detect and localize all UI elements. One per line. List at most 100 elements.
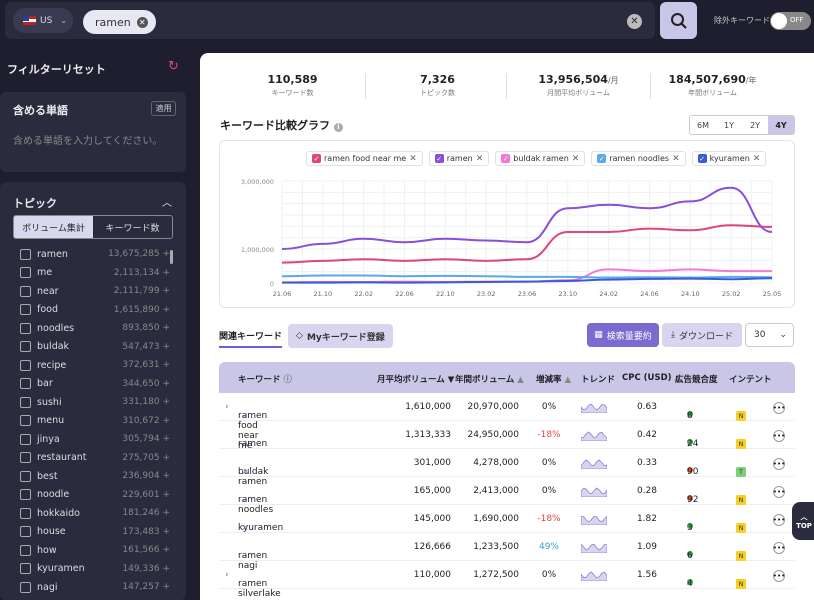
expand-icon[interactable]: › — [225, 402, 229, 412]
query-chip[interactable]: ramen ✕ — [83, 10, 156, 34]
topic-checkbox[interactable] — [20, 378, 31, 390]
range-2y[interactable]: 2Y — [750, 120, 760, 130]
topic-checkbox[interactable] — [20, 544, 31, 556]
legend-item[interactable]: ✓ ramen noodles ✕ — [591, 151, 686, 166]
more-icon[interactable]: ••• — [773, 458, 785, 470]
search-button[interactable] — [660, 2, 697, 39]
topic-checkbox[interactable] — [20, 452, 31, 464]
topic-row[interactable]: house 173,483 + — [20, 523, 170, 542]
more-icon[interactable]: ••• — [773, 570, 785, 582]
legend-item[interactable]: ✓ ramen ✕ — [428, 151, 490, 166]
topic-checkbox[interactable] — [20, 415, 31, 427]
chart-icon[interactable]: ⩘ — [242, 523, 248, 533]
seg-count[interactable]: キーワード数 — [105, 223, 160, 234]
topic-checkbox[interactable] — [20, 563, 31, 575]
topic-checkbox[interactable] — [20, 396, 31, 408]
topic-checkbox[interactable] — [20, 341, 31, 353]
topic-row[interactable]: menu 310,672 + — [20, 412, 170, 431]
chart-icon[interactable]: ⩘ — [242, 467, 248, 477]
topic-row[interactable]: nagi 147,257 + — [20, 578, 170, 597]
tab-my-keywords[interactable]: ◇ Myキーワード登録 — [288, 324, 393, 348]
topic-row[interactable]: how 161,566 + — [20, 541, 170, 560]
topic-row[interactable]: hokkaido 181,246 + — [20, 504, 170, 523]
range-4y[interactable]: 4Y — [768, 116, 794, 134]
col-keyword[interactable]: キーワード ⓘ — [238, 373, 292, 385]
range-1y[interactable]: 1Y — [724, 120, 734, 130]
legend-remove-icon[interactable]: ✕ — [409, 153, 417, 164]
chart-icon[interactable]: ⩘ — [242, 439, 248, 449]
refresh-icon[interactable]: ↻ — [168, 59, 179, 74]
legend-remove-icon[interactable]: ✕ — [571, 153, 580, 164]
topic-row[interactable]: best 236,904 + — [20, 467, 170, 486]
col-cpc[interactable]: CPC (USD) ▲ — [622, 373, 681, 383]
remove-chip-icon[interactable]: ✕ — [136, 16, 148, 28]
download-button[interactable]: ⤓ ダウンロード — [662, 323, 742, 347]
page-size-select[interactable]: 30 ⌄ — [745, 323, 794, 347]
search-box[interactable]: US ⌄ ramen ✕ ✕ — [5, 2, 655, 39]
table-row[interactable]: buldak ramen⩘301,0004,278,0000%0.3390IT•… — [219, 449, 795, 487]
tab-related[interactable]: 関連キーワード — [219, 325, 283, 348]
topic-row[interactable]: me 2,113,134 + — [20, 264, 170, 283]
chart-icon[interactable]: ⩘ — [242, 495, 248, 505]
topic-row[interactable]: food 1,615,890 + — [20, 301, 170, 320]
legend-item[interactable]: ✓ kyuramen ✕ — [691, 151, 767, 166]
legend-remove-icon[interactable]: ✕ — [752, 153, 761, 164]
table-row[interactable]: › ramen food near me ⩘ 1,610,000 20,970,000 0… — [219, 393, 795, 451]
col-yearly[interactable]: 年間ボリューム ▲ — [455, 373, 524, 385]
topic-row[interactable]: bar 344,650 + — [20, 375, 170, 394]
legend-remove-icon[interactable]: ✕ — [672, 153, 680, 164]
legend-item[interactable]: ✓ ramen food near me ✕ — [306, 151, 423, 166]
topic-row[interactable]: noodle 229,601 + — [20, 486, 170, 505]
back-to-top-button[interactable]: ︿ TOP — [792, 502, 814, 540]
chevron-up-icon[interactable]: ︿ — [162, 198, 172, 209]
exclude-toggle[interactable]: OFF — [770, 12, 811, 30]
col-growth[interactable]: 増減率 ▲ — [536, 373, 571, 385]
topic-checkbox[interactable] — [20, 359, 31, 371]
topic-checkbox[interactable] — [20, 489, 31, 501]
legend-remove-icon[interactable]: ✕ — [475, 153, 484, 164]
topic-row[interactable]: ramen 13,675,285 + — [20, 245, 170, 264]
topic-checkbox[interactable] — [20, 526, 31, 538]
col-competition[interactable]: 広告競合度 — [675, 375, 718, 385]
topic-checkbox[interactable] — [20, 322, 31, 334]
expand-icon[interactable]: › — [225, 570, 229, 580]
topic-row[interactable]: noodles 893,850 + — [20, 319, 170, 338]
more-icon[interactable]: ••• — [773, 542, 785, 554]
topic-checkbox[interactable] — [20, 507, 31, 519]
more-icon[interactable]: ••• — [773, 402, 785, 414]
info-icon[interactable]: i — [334, 123, 343, 132]
summary-button[interactable]: ▦ 検索量要約 — [587, 323, 659, 347]
topic-checkbox[interactable] — [20, 433, 31, 445]
topic-row[interactable]: kyuramen 149,336 + — [20, 560, 170, 579]
more-icon[interactable]: ••• — [773, 430, 785, 442]
table-row[interactable]: › ramen silverlake 110,000 1,272,500 0% 1.56 4… — [219, 561, 795, 599]
include-input[interactable]: 含める単語を入力してください。 — [13, 136, 163, 147]
topic-row[interactable]: restaurant 275,705 + — [20, 449, 170, 468]
legend-item[interactable]: ✓ buldak ramen ✕ — [495, 151, 586, 166]
clear-search-icon[interactable]: ✕ — [627, 14, 642, 29]
topic-checkbox[interactable] — [20, 248, 31, 260]
scrollbar[interactable] — [170, 250, 173, 264]
col-monthly[interactable]: 月平均ボリューム ▼ — [377, 373, 454, 385]
topic-row[interactable]: jinya 305,794 + — [20, 430, 170, 449]
topic-checkbox[interactable] — [20, 470, 31, 482]
topic-row[interactable]: buldak 547,473 + — [20, 338, 170, 357]
topic-checkbox[interactable] — [20, 581, 31, 593]
more-icon[interactable]: ••• — [773, 486, 785, 498]
topic-checkbox[interactable] — [20, 304, 31, 316]
topic-row[interactable]: recipe 372,631 + — [20, 356, 170, 375]
apply-button[interactable]: 適用 — [151, 101, 176, 116]
range-6m[interactable]: 6M — [697, 120, 709, 130]
topic-checkbox[interactable] — [20, 267, 31, 279]
table-row[interactable]: kyuramen ⩘ 145,000 1,690,000 -18% 1.82 3 N ••• — [219, 505, 795, 533]
seg-volume[interactable]: ボリューム集計 — [14, 216, 93, 238]
topic-row[interactable]: near 2,111,799 + — [20, 282, 170, 301]
country-select[interactable]: US ⌄ — [13, 8, 73, 33]
chart-icon[interactable]: ⩘ — [242, 411, 248, 421]
table-row[interactable]: ramen noodles⩘165,0002,413,0000%0.2892IN… — [219, 477, 795, 515]
topic-row[interactable]: sushi 331,180 + — [20, 393, 170, 412]
topic-checkbox[interactable] — [20, 285, 31, 297]
more-icon[interactable]: ••• — [773, 514, 785, 526]
